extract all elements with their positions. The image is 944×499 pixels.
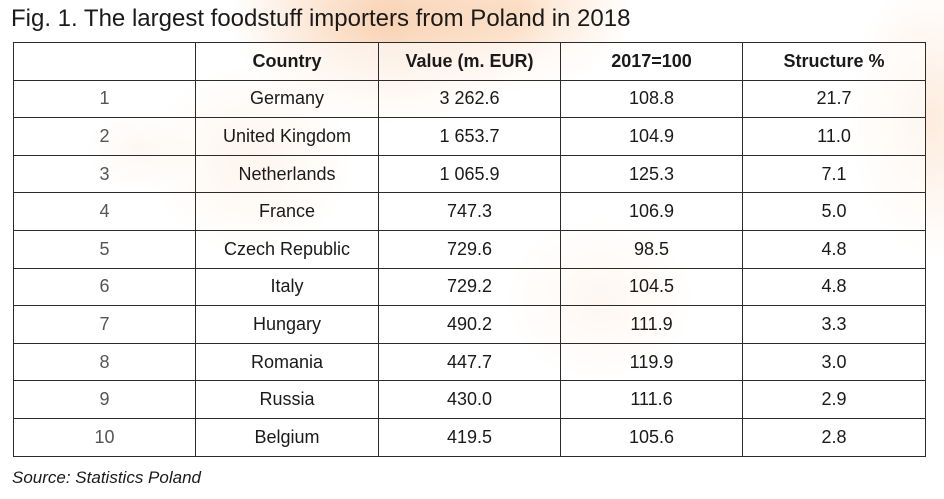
cell-country: Russia — [195, 380, 379, 419]
cell-rank: 3 — [13, 154, 196, 194]
cell-rank: 9 — [13, 380, 196, 419]
importers-table: Country Value (m. EUR) 2017=100 Structur… — [13, 42, 926, 457]
cell-value: 430.0 — [378, 380, 561, 419]
cell-value: 1 065.9 — [378, 154, 561, 194]
table-row: 4 France 747.3 106.9 5.0 — [13, 192, 926, 231]
header-value: Value (m. EUR) — [378, 42, 561, 81]
cell-structure: 4.8 — [742, 267, 926, 307]
cell-value: 419.5 — [378, 417, 561, 457]
cell-structure: 3.0 — [742, 342, 926, 382]
cell-structure: 3.3 — [742, 305, 926, 344]
table-row: 2 United Kingdom 1 653.7 104.9 11.0 — [13, 117, 926, 156]
header-country: Country — [195, 42, 379, 81]
cell-rank: 7 — [13, 305, 196, 344]
cell-rank: 10 — [13, 417, 196, 457]
table-row: 6 Italy 729.2 104.5 4.8 — [13, 267, 926, 307]
header-index: 2017=100 — [560, 42, 743, 81]
cell-rank: 6 — [13, 267, 196, 307]
cell-country: Germany — [195, 79, 379, 119]
cell-index: 108.8 — [560, 79, 743, 119]
cell-country: Netherlands — [195, 154, 379, 194]
table-row: 5 Czech Republic 729.6 98.5 4.8 — [13, 229, 926, 269]
cell-rank: 4 — [13, 192, 196, 231]
cell-country: United Kingdom — [195, 117, 379, 156]
cell-value: 729.6 — [378, 229, 561, 269]
table-row: 10 Belgium 419.5 105.6 2.8 — [13, 417, 926, 457]
cell-country: Italy — [195, 267, 379, 307]
cell-structure: 21.7 — [742, 79, 926, 119]
cell-structure: 11.0 — [742, 117, 926, 156]
cell-index: 104.9 — [560, 117, 743, 156]
cell-country: Romania — [195, 342, 379, 382]
table-row: 3 Netherlands 1 065.9 125.3 7.1 — [13, 154, 926, 194]
cell-rank: 8 — [13, 342, 196, 382]
cell-index: 104.5 — [560, 267, 743, 307]
table-row: 8 Romania 447.7 119.9 3.0 — [13, 342, 926, 382]
cell-index: 111.9 — [560, 305, 743, 344]
cell-rank: 2 — [13, 117, 196, 156]
source-note: Source: Statistics Poland — [12, 468, 201, 487]
cell-country: Czech Republic — [195, 229, 379, 269]
cell-country: Belgium — [195, 417, 379, 457]
cell-value: 747.3 — [378, 192, 561, 231]
cell-value: 1 653.7 — [378, 117, 561, 156]
header-rank — [13, 42, 196, 81]
cell-structure: 5.0 — [742, 192, 926, 231]
cell-structure: 7.1 — [742, 154, 926, 194]
cell-country: Hungary — [195, 305, 379, 344]
figure-title: Fig. 1. The largest foodstuff importers … — [11, 5, 631, 32]
cell-value: 490.2 — [378, 305, 561, 344]
cell-index: 98.5 — [560, 229, 743, 269]
cell-value: 3 262.6 — [378, 79, 561, 119]
cell-structure: 2.8 — [742, 417, 926, 457]
cell-country: France — [195, 192, 379, 231]
header-structure: Structure % — [742, 42, 926, 81]
cell-rank: 5 — [13, 229, 196, 269]
cell-structure: 2.9 — [742, 380, 926, 419]
cell-index: 105.6 — [560, 417, 743, 457]
table-row: 1 Germany 3 262.6 108.8 21.7 — [13, 79, 926, 119]
cell-structure: 4.8 — [742, 229, 926, 269]
table-row: 7 Hungary 490.2 111.9 3.3 — [13, 305, 926, 344]
cell-index: 125.3 — [560, 154, 743, 194]
cell-index: 119.9 — [560, 342, 743, 382]
cell-index: 111.6 — [560, 380, 743, 419]
table-row: 9 Russia 430.0 111.6 2.9 — [13, 380, 926, 419]
cell-index: 106.9 — [560, 192, 743, 231]
cell-rank: 1 — [13, 79, 196, 119]
cell-value: 447.7 — [378, 342, 561, 382]
cell-value: 729.2 — [378, 267, 561, 307]
header-row: Country Value (m. EUR) 2017=100 Structur… — [13, 42, 926, 81]
